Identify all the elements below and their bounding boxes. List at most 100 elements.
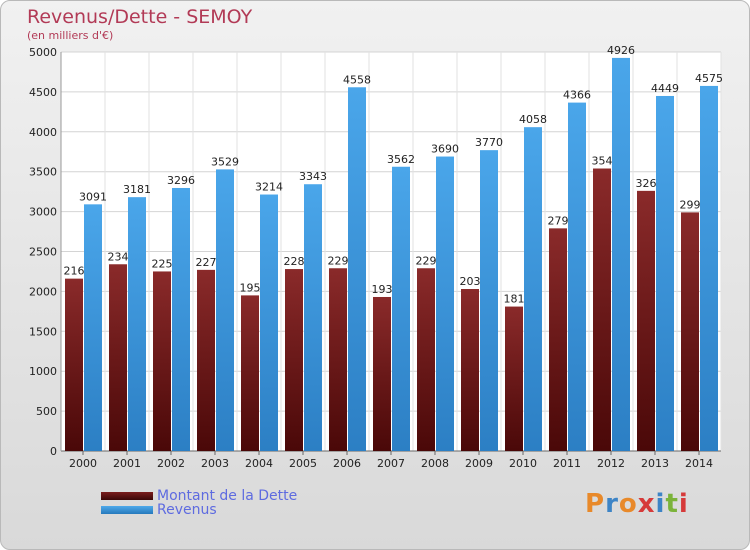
x-tick-label: 2004 bbox=[245, 457, 273, 470]
data-label-dette: 299 bbox=[680, 198, 701, 211]
data-label-dette: 227 bbox=[196, 256, 217, 269]
x-tick-label: 2006 bbox=[333, 457, 361, 470]
y-tick-label: 1500 bbox=[29, 325, 57, 338]
y-tick-label: 0 bbox=[50, 445, 57, 458]
data-label-revenus: 3296 bbox=[167, 174, 195, 187]
y-tick-label: 2000 bbox=[29, 285, 57, 298]
chart-title: Revenus/Dette - SEMOY bbox=[27, 6, 253, 28]
bar-revenus bbox=[348, 87, 366, 451]
chart-subtitle: (en milliers d'€) bbox=[27, 29, 114, 42]
bar-revenus bbox=[172, 187, 190, 452]
legend-swatch-revenus bbox=[101, 506, 153, 514]
bar-dette bbox=[197, 269, 215, 451]
data-label-dette: 228 bbox=[284, 255, 305, 268]
bar-revenus bbox=[568, 102, 586, 451]
bar-revenus bbox=[480, 150, 498, 452]
bar-revenus bbox=[216, 169, 234, 451]
bar-dette bbox=[505, 306, 523, 451]
bar-revenus bbox=[128, 197, 146, 451]
bar-revenus bbox=[700, 85, 718, 451]
data-label-revenus: 4366 bbox=[563, 89, 591, 102]
legend-item-revenus: Revenus bbox=[101, 502, 217, 518]
data-label-dette: 216 bbox=[64, 265, 85, 278]
data-label-revenus: 4449 bbox=[651, 82, 679, 95]
data-label-revenus: 4575 bbox=[695, 72, 723, 85]
data-label-revenus: 3091 bbox=[79, 190, 107, 203]
bar-dette bbox=[65, 278, 83, 451]
logo-letter: i bbox=[655, 489, 666, 519]
data-label-dette: 279 bbox=[548, 214, 569, 227]
logo-letter: i bbox=[678, 489, 689, 519]
proxiti-logo: Proxiti bbox=[585, 489, 689, 519]
y-tick-label: 1000 bbox=[29, 365, 57, 378]
x-tick-label: 2007 bbox=[377, 457, 405, 470]
y-tick-label: 3000 bbox=[29, 206, 57, 219]
bar-dette bbox=[593, 168, 611, 451]
x-tick-label: 2012 bbox=[597, 457, 625, 470]
bar-dette bbox=[109, 264, 127, 451]
data-label-dette: 225 bbox=[152, 257, 173, 270]
x-tick-label: 2008 bbox=[421, 457, 449, 470]
logo-letter: o bbox=[618, 489, 638, 519]
data-label-dette: 193 bbox=[372, 283, 393, 296]
data-label-revenus: 3214 bbox=[255, 181, 283, 194]
bar-dette bbox=[373, 296, 391, 451]
x-tick-label: 2001 bbox=[113, 457, 141, 470]
bar-revenus bbox=[656, 95, 674, 452]
y-tick-label: 3500 bbox=[29, 166, 57, 179]
bar-dette bbox=[549, 228, 567, 451]
y-tick-label: 500 bbox=[36, 405, 57, 418]
data-label-revenus: 4058 bbox=[519, 113, 547, 126]
bar-dette bbox=[417, 268, 435, 451]
x-tick-label: 2000 bbox=[69, 457, 97, 470]
x-tick-label: 2003 bbox=[201, 457, 229, 470]
logo-letter: t bbox=[665, 489, 679, 519]
y-tick-label: 5000 bbox=[29, 46, 57, 59]
x-tick-label: 2014 bbox=[685, 457, 713, 470]
data-label-revenus: 3770 bbox=[475, 136, 503, 149]
bar-dette bbox=[681, 212, 699, 451]
bar-dette bbox=[329, 268, 347, 451]
bar-revenus bbox=[612, 57, 630, 451]
data-label-dette: 181 bbox=[504, 293, 525, 306]
data-label-revenus: 3343 bbox=[299, 170, 327, 183]
data-label-dette: 203 bbox=[460, 275, 481, 288]
x-tick-label: 2009 bbox=[465, 457, 493, 470]
data-label-revenus: 3529 bbox=[211, 155, 239, 168]
legend-item-dette: Montant de la Dette bbox=[101, 488, 297, 504]
bar-revenus bbox=[304, 184, 322, 451]
bar-revenus bbox=[436, 156, 454, 451]
data-label-revenus: 3562 bbox=[387, 153, 415, 166]
bar-revenus bbox=[392, 166, 410, 452]
data-label-dette: 234 bbox=[108, 250, 129, 263]
bar-revenus bbox=[260, 194, 278, 451]
x-tick-label: 2013 bbox=[641, 457, 669, 470]
bar-dette bbox=[285, 269, 303, 451]
y-tick-label: 2500 bbox=[29, 246, 57, 259]
x-tick-label: 2011 bbox=[553, 457, 581, 470]
data-label-revenus: 4926 bbox=[607, 44, 635, 57]
legend-swatch-dette bbox=[101, 492, 153, 500]
data-label-revenus: 3181 bbox=[123, 183, 151, 196]
data-label-dette: 326 bbox=[636, 177, 657, 190]
bar-revenus bbox=[524, 127, 542, 451]
data-label-revenus: 3690 bbox=[431, 143, 459, 156]
bar-dette bbox=[461, 289, 479, 451]
bar-chart: 0 500 1000 1500 2000 2500 3000 3500 4000 4500 5000… bbox=[29, 44, 723, 470]
legend-label-dette: Montant de la Dette bbox=[157, 488, 298, 504]
y-tick-label: 4500 bbox=[29, 86, 57, 99]
bar-dette bbox=[637, 190, 655, 452]
data-label-dette: 229 bbox=[328, 254, 349, 267]
logo-letter: r bbox=[605, 489, 619, 519]
x-tick-label: 2010 bbox=[509, 457, 537, 470]
data-label-dette: 195 bbox=[240, 281, 261, 294]
data-label-dette: 229 bbox=[416, 254, 437, 267]
data-label-dette: 354 bbox=[592, 155, 613, 168]
logo-letter: P bbox=[585, 489, 606, 519]
bar-revenus bbox=[84, 204, 102, 451]
bar-dette bbox=[153, 271, 171, 451]
data-label-revenus: 4558 bbox=[343, 73, 371, 86]
x-tick-label: 2005 bbox=[289, 457, 317, 470]
x-tick-label: 2002 bbox=[157, 457, 185, 470]
